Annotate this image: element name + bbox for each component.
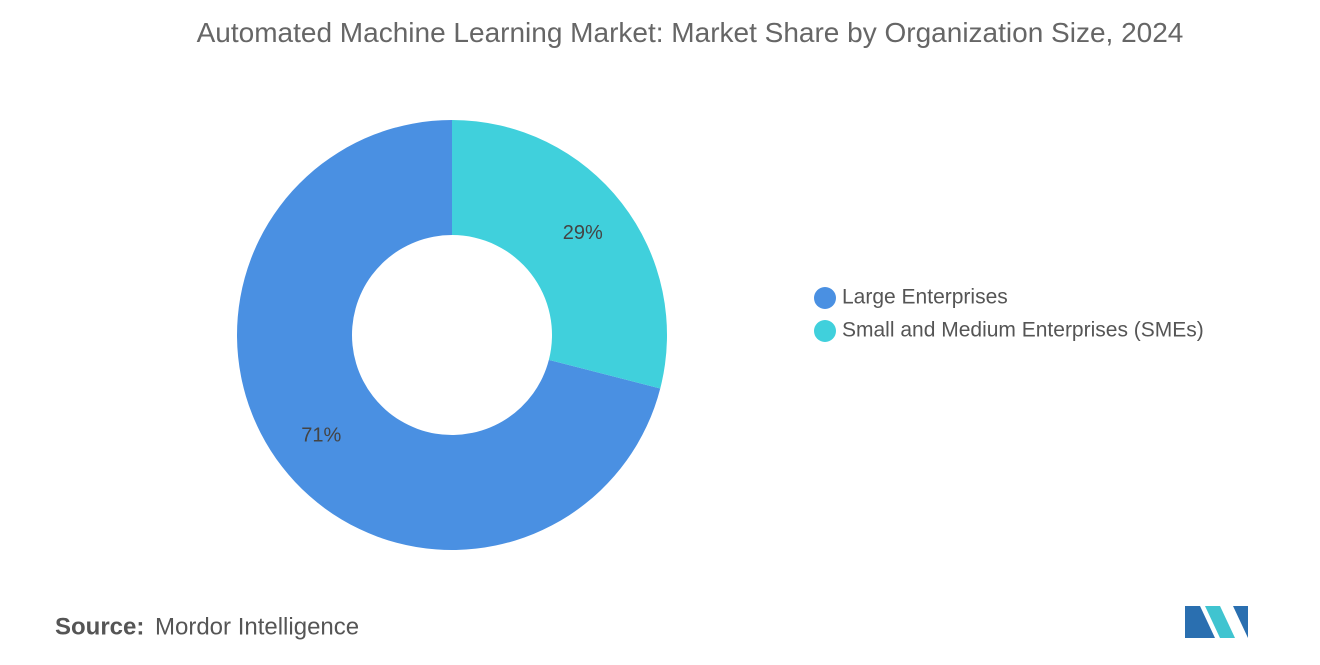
legend-marker [814,320,836,342]
data-label: 29% [563,222,603,244]
legend-marker [814,287,836,309]
chart-title: Automated Machine Learning Market: Marke… [196,17,1184,48]
donut-slice [452,120,667,389]
data-label: 71% [301,425,341,447]
logo [1185,606,1248,638]
legend-label: Large Enterprises [842,286,1008,309]
source-label: Source: [55,613,144,640]
donut-slice [236,120,661,550]
legend-label: Small and Medium Enterprises (SMEs) [842,319,1204,342]
source-text: Mordor Intelligence [155,613,359,640]
